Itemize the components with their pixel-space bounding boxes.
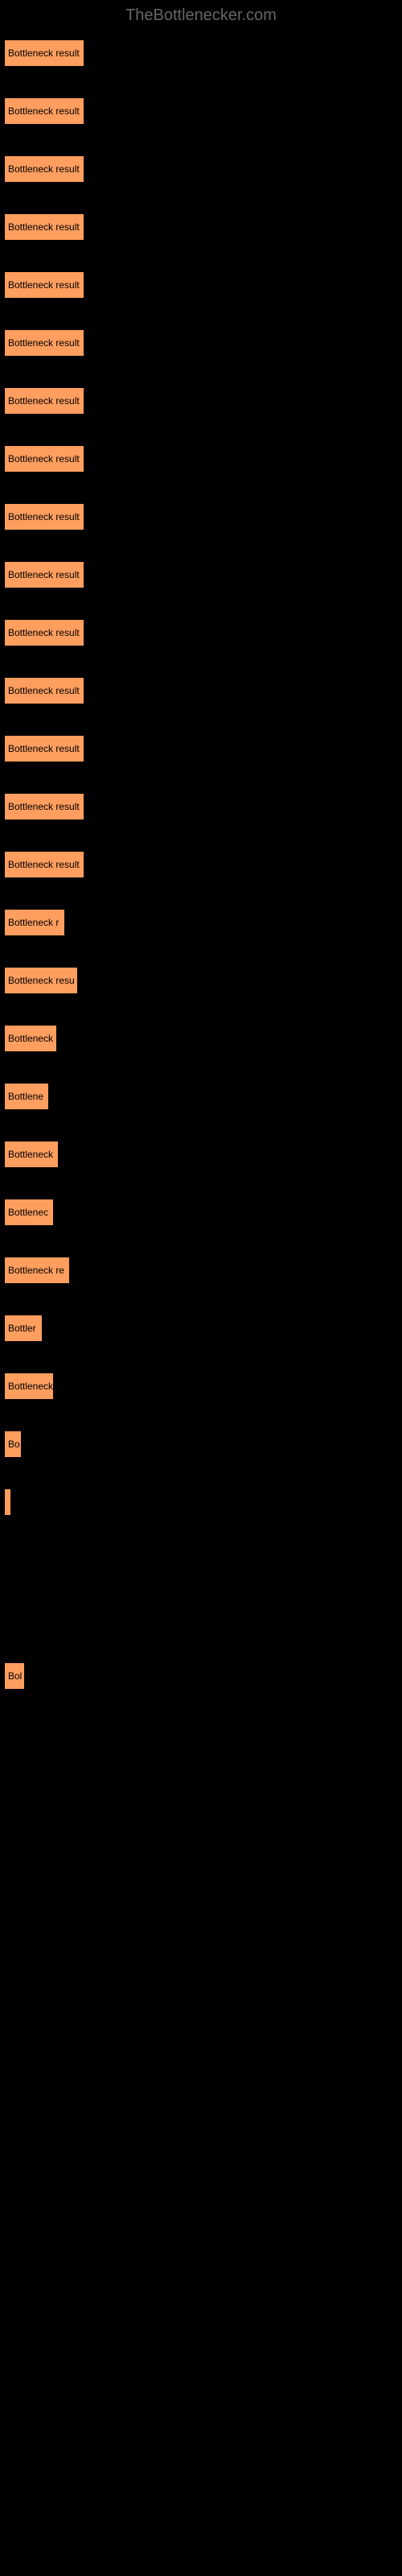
bar: Bottleneck result [4, 387, 84, 415]
bar-row: Bottleneck result [4, 793, 398, 820]
bar: Bottleneck r [4, 909, 65, 936]
bar-row [4, 1546, 398, 1574]
bar: Bottleneck result [4, 155, 84, 183]
bar-row: Bottleneck result [4, 387, 398, 415]
bar: Bottleneck result [4, 561, 84, 588]
bar: Bottleneck re [4, 1257, 70, 1284]
bar: Bottlenec [4, 1199, 54, 1226]
bar-row: Bottleneck [4, 1025, 398, 1052]
bar: Bottler [4, 1315, 43, 1342]
bar-row: Bottlenec [4, 1199, 398, 1226]
bar: Bottleneck resu [4, 967, 78, 994]
bar: Bottleneck result [4, 213, 84, 241]
bar: Bottleneck result [4, 39, 84, 67]
bar-row: Bottleneck [4, 1373, 398, 1400]
bar: Bottleneck result [4, 445, 84, 473]
bar: Bottleneck result [4, 271, 84, 299]
bar: Bottleneck result [4, 329, 84, 357]
bar-row: Bottleneck result [4, 619, 398, 646]
bar: Bottlene [4, 1083, 49, 1110]
bar-row [4, 1604, 398, 1632]
bar: Bottleneck result [4, 793, 84, 820]
site-header: TheBottlenecker.com [0, 0, 402, 31]
bar-row: Bottleneck result [4, 39, 398, 67]
bar-row: Bottleneck re [4, 1257, 398, 1284]
bar-row: Bo [4, 1430, 398, 1458]
bar: Bottleneck [4, 1025, 57, 1052]
bar: Bottleneck result [4, 677, 84, 704]
bar-row: Bottleneck result [4, 851, 398, 878]
bar: Bottleneck [4, 1373, 54, 1400]
bar: Bottleneck result [4, 503, 84, 530]
bar: Bottleneck [4, 1141, 59, 1168]
bar-row: Bottleneck result [4, 445, 398, 473]
bar: Bo [4, 1430, 22, 1458]
bar-row: Bottleneck resu [4, 967, 398, 994]
bar: Bol [4, 1662, 25, 1690]
bar-row: Bottleneck result [4, 735, 398, 762]
bar-row: Bottleneck result [4, 271, 398, 299]
bar-row: Bottler [4, 1315, 398, 1342]
bar-chart: Bottleneck result Bottleneck result Bottle… [0, 31, 402, 1728]
bar-row: Bottlene [4, 1083, 398, 1110]
bar-row: Bottleneck r [4, 909, 398, 936]
bar-row: Bottleneck result [4, 677, 398, 704]
bar: Bottleneck result [4, 619, 84, 646]
bar: Bottleneck result [4, 97, 84, 125]
bar-row: Bottleneck result [4, 329, 398, 357]
bar-row: Bottleneck result [4, 213, 398, 241]
bar-row: Bottleneck result [4, 503, 398, 530]
bar: Bottleneck result [4, 735, 84, 762]
bar: Bottleneck result [4, 851, 84, 878]
bar-row [4, 1488, 398, 1516]
bar-row: Bottleneck [4, 1141, 398, 1168]
bar-row: Bol [4, 1662, 398, 1690]
bar-row: Bottleneck result [4, 97, 398, 125]
bar [4, 1488, 11, 1516]
bar-row: Bottleneck result [4, 561, 398, 588]
bar-row: Bottleneck result [4, 155, 398, 183]
